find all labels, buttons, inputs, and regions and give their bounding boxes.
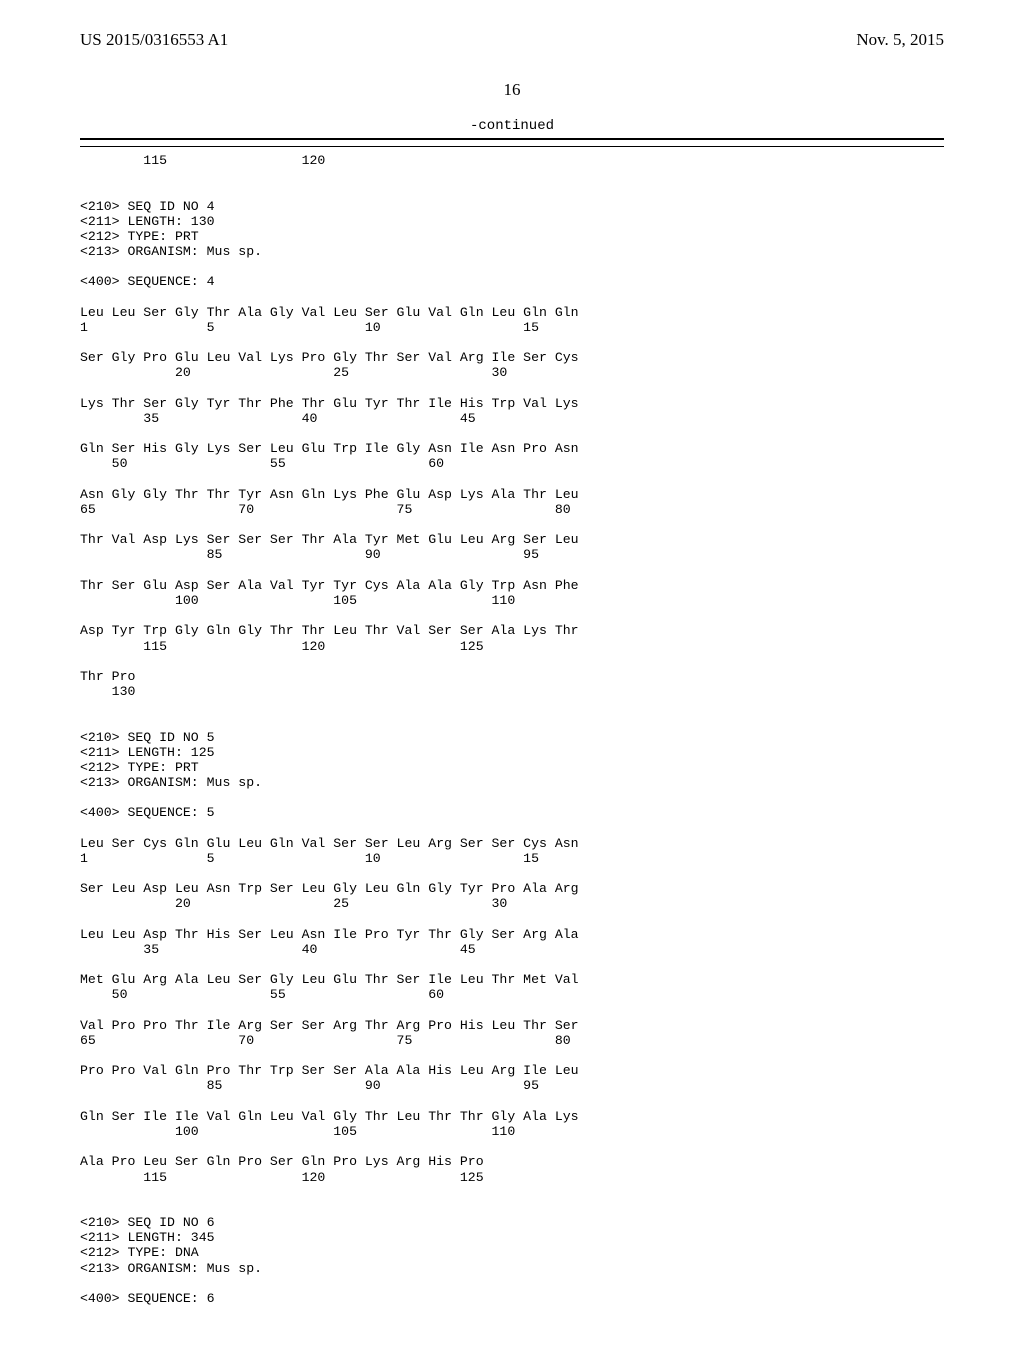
page-number: 16	[80, 80, 944, 100]
page: US 2015/0316553 A1 Nov. 5, 2015 16 -cont…	[0, 0, 1024, 1346]
sequence-block: -continued 115 120 <210> SEQ ID NO 4 <21…	[80, 118, 944, 1306]
header-right: Nov. 5, 2015	[856, 30, 944, 50]
header-left: US 2015/0316553 A1	[80, 30, 228, 50]
continued-label: -continued	[80, 118, 944, 134]
sequence-listing: 115 120 <210> SEQ ID NO 4 <211> LENGTH: …	[80, 153, 944, 1306]
rule-mid	[80, 146, 944, 147]
page-header: US 2015/0316553 A1 Nov. 5, 2015	[80, 30, 944, 50]
rule-top	[80, 138, 944, 140]
